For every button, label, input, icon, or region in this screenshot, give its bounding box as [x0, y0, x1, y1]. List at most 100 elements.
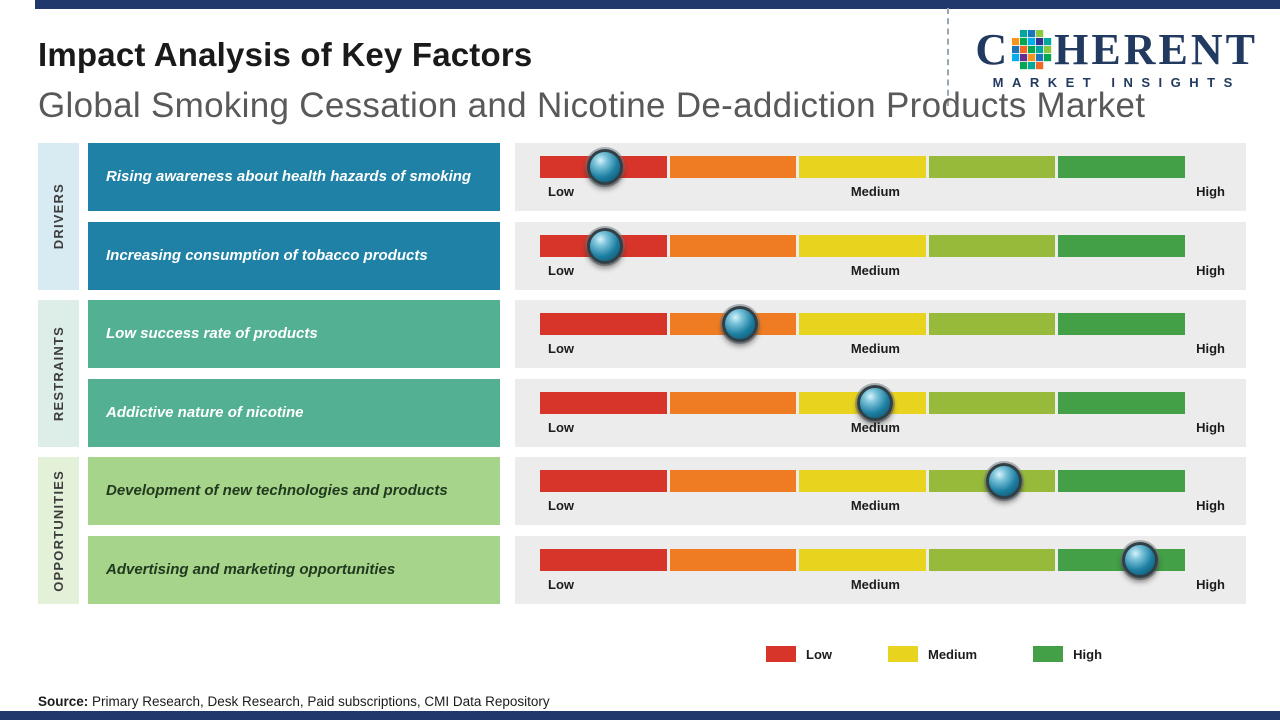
category-opportunities-label: OPPORTUNITIES — [51, 469, 66, 592]
factor-box: Increasing consumption of tobacco produc… — [88, 222, 500, 290]
segment-low-medium — [669, 549, 797, 571]
legend-label-low: Low — [806, 646, 832, 662]
legend-swatch-medium — [888, 646, 918, 662]
factor-box: Development of new technologies and prod… — [88, 457, 500, 525]
impact-knob — [721, 306, 758, 342]
scale-label-low: Low — [548, 341, 574, 356]
segment-medium — [799, 156, 926, 178]
category-opportunities: OPPORTUNITIES — [38, 457, 79, 604]
logo-mosaic-o-icon — [1012, 30, 1052, 70]
scale-labels: Low Medium High — [540, 263, 1225, 281]
segment-medium-high — [928, 235, 1056, 257]
scale-label-medium: Medium — [850, 341, 900, 356]
page-title: Impact Analysis of Key Factors — [38, 36, 533, 73]
scale-label-medium: Medium — [850, 420, 900, 435]
category-drivers-label: DRIVERS — [51, 183, 66, 250]
impact-track — [540, 306, 1185, 342]
impact-scale: Low Medium High — [515, 143, 1246, 211]
scale-label-high: High — [1196, 263, 1225, 278]
factor-box: Rising awareness about health hazards of… — [88, 143, 500, 211]
segment-medium-high — [928, 549, 1056, 571]
source-line: Source: Primary Research, Desk Research,… — [38, 694, 550, 709]
impact-knob — [586, 228, 623, 264]
segment-low-medium — [669, 470, 797, 492]
category-restraints: RESTRAINTS — [38, 300, 79, 447]
coherent-logo: C HERENT MARKET INSIGHTS — [975, 28, 1258, 91]
segment-medium — [799, 313, 926, 335]
scale-label-high: High — [1196, 498, 1225, 513]
impact-scale: Low Medium High — [515, 379, 1246, 447]
segment-medium-high — [928, 392, 1056, 414]
logo-wordmark: C HERENT — [975, 28, 1258, 72]
bottom-accent-bar — [0, 711, 1280, 720]
segment-low — [540, 549, 667, 571]
impact-scale: Low Medium High — [515, 300, 1246, 368]
segment-high — [1058, 156, 1185, 178]
legend: Low Medium High — [766, 646, 1130, 662]
factor-box: Advertising and marketing opportunities — [88, 536, 500, 604]
scale-label-low: Low — [548, 184, 574, 199]
factor-row: Increasing consumption of tobacco produc… — [88, 222, 1246, 290]
source-text: Primary Research, Desk Research, Paid su… — [88, 694, 550, 709]
scale-label-low: Low — [548, 420, 574, 435]
scale-labels: Low Medium High — [540, 341, 1225, 359]
factor-box: Low success rate of products — [88, 300, 500, 368]
factor-row: Rising awareness about health hazards of… — [88, 143, 1246, 211]
impact-knob — [1121, 542, 1158, 578]
factor-row: Development of new technologies and prod… — [88, 457, 1246, 525]
segment-medium — [799, 470, 926, 492]
scale-label-high: High — [1196, 577, 1225, 592]
legend-swatch-high — [1033, 646, 1064, 662]
scale-label-medium: Medium — [850, 263, 900, 278]
segment-low — [540, 313, 667, 335]
impact-track — [540, 463, 1185, 499]
segment-medium — [799, 235, 926, 257]
factor-row: Low success rate of products Low Medium … — [88, 300, 1246, 368]
impact-track — [540, 228, 1185, 264]
impact-track — [540, 542, 1185, 578]
impact-scale: Low Medium High — [515, 457, 1246, 525]
legend-swatch-low — [766, 646, 796, 662]
page-subtitle: Global Smoking Cessation and Nicotine De… — [38, 86, 1146, 125]
segment-low-medium — [669, 156, 797, 178]
scale-label-high: High — [1196, 420, 1225, 435]
legend-label-high: High — [1073, 646, 1103, 662]
impact-track — [540, 385, 1185, 421]
impact-knob — [857, 385, 894, 421]
scale-labels: Low Medium High — [540, 577, 1225, 595]
legend-item-low: Low — [766, 646, 860, 662]
segment-high — [1058, 392, 1185, 414]
scale-labels: Low Medium High — [540, 420, 1225, 438]
impact-scale: Low Medium High — [515, 536, 1246, 604]
category-drivers: DRIVERS — [38, 143, 79, 290]
logo-text-before-o: C — [975, 25, 1011, 74]
segment-medium-high — [928, 313, 1056, 335]
scale-label-medium: Medium — [850, 577, 900, 592]
logo-divider-dashed-line — [947, 8, 949, 106]
scale-label-high: High — [1196, 341, 1225, 356]
segment-medium-high — [928, 156, 1056, 178]
impact-track — [540, 149, 1185, 185]
scale-label-low: Low — [548, 577, 574, 592]
logo-tagline: MARKET INSIGHTS — [992, 75, 1241, 90]
scale-label-high: High — [1196, 184, 1225, 199]
source-label: Source: — [38, 694, 89, 709]
segment-high — [1058, 235, 1185, 257]
category-restraints-label: RESTRAINTS — [51, 325, 66, 422]
logo-text-after-o: HERENT — [1054, 25, 1258, 74]
top-accent-bar — [35, 0, 1280, 9]
segment-low — [540, 392, 667, 414]
impact-knob — [586, 149, 623, 185]
legend-item-medium: Medium — [888, 646, 1005, 662]
scale-label-low: Low — [548, 498, 574, 513]
segment-low-medium — [669, 235, 797, 257]
factor-row: Advertising and marketing opportunities … — [88, 536, 1246, 604]
factor-box: Addictive nature of nicotine — [88, 379, 500, 447]
scale-label-low: Low — [548, 263, 574, 278]
impact-knob — [986, 463, 1023, 499]
scale-labels: Low Medium High — [540, 184, 1225, 202]
scale-labels: Low Medium High — [540, 498, 1225, 516]
factor-row: Addictive nature of nicotine Low Medium … — [88, 379, 1246, 447]
legend-item-high: High — [1033, 646, 1130, 662]
